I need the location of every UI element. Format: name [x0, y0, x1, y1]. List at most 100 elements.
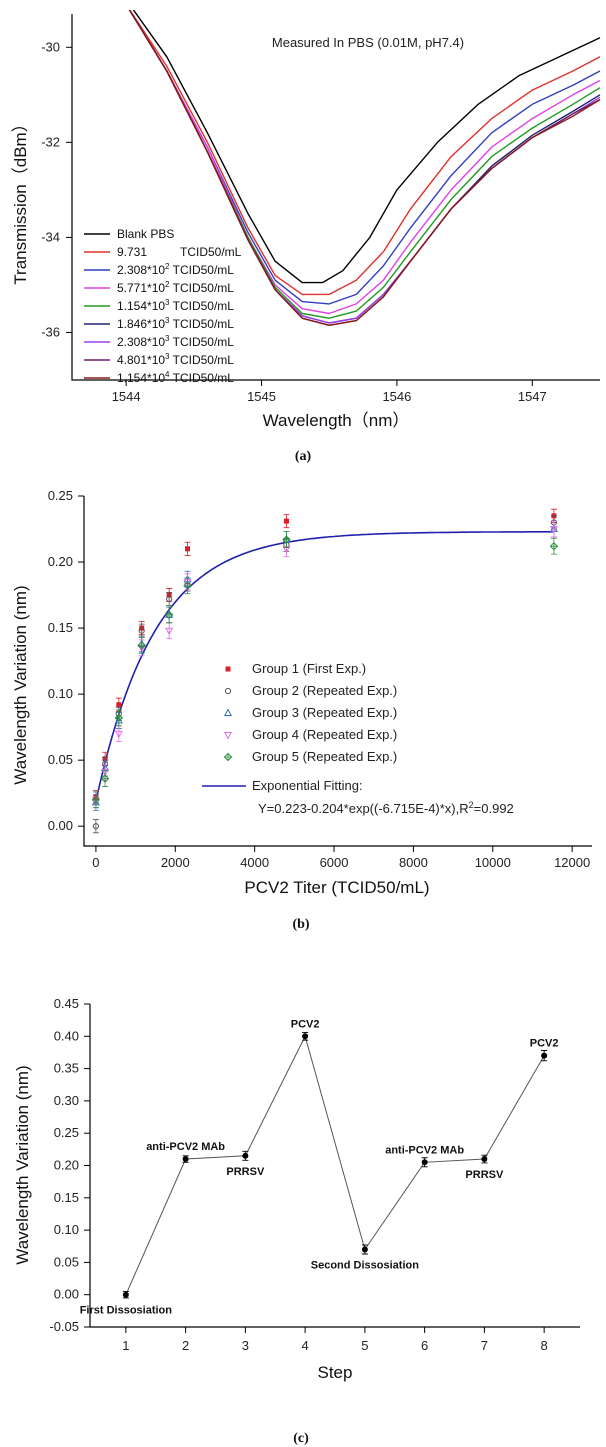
chart-c-data-point — [242, 1152, 249, 1159]
chart-a-x-tick-label: 1547 — [518, 389, 547, 404]
chart-b-y-tick-label: 0.00 — [48, 818, 73, 833]
chart-a-legend-label: 1.846*103 TCID50/mL — [117, 316, 234, 331]
chart-b-x-tick-label: 2000 — [161, 855, 190, 870]
chart-a-x-tick-label: 1545 — [247, 389, 276, 404]
chart-c-y-tick-label: 0.20 — [54, 1158, 79, 1173]
chart-a-axis-frame — [71, 14, 600, 381]
chart-b-legend-label: Group 2 (Repeated Exp.) — [252, 683, 397, 698]
chart-b-data-point — [138, 627, 145, 634]
chart-c-annotation: First Dissosiation — [80, 1305, 173, 1317]
chart-c-data-point — [481, 1156, 488, 1163]
chart-b-x-tick-label: 4000 — [240, 855, 269, 870]
chart-b-x-tick-label: 10000 — [475, 855, 511, 870]
chart-b-data-point — [137, 641, 146, 650]
chart-c-y-tick-label: 0.00 — [54, 1287, 79, 1302]
chart-b-fit-equation: Y=0.223-0.204*exp((-6.715E-4)*x),R2=0.99… — [258, 800, 514, 816]
chart-b-legend-label: Group 4 (Repeated Exp.) — [252, 727, 397, 742]
chart-b-legend-marker — [223, 708, 233, 716]
chart-b-data-point — [282, 535, 291, 544]
chart-b-marker-cross — [550, 542, 558, 550]
chart-b-plot-area: 0.00 0.05 0.10 0.15 0.20 0.25 0 2000 4000 6000 80… — [48, 490, 592, 870]
chart-b-data-point — [116, 702, 122, 708]
chart-a-series-line — [128, 10, 601, 326]
chart-a-series-line — [128, 10, 601, 296]
chart-b-data-point — [166, 595, 173, 603]
chart-b-data-point — [114, 713, 124, 723]
chart-c-data-point — [182, 1156, 189, 1163]
chart-b-data-point — [101, 769, 110, 777]
chart-c-x-tick-label: 7 — [481, 1338, 488, 1353]
chart-b-marker-shape — [137, 641, 146, 650]
chart-b-marker-cross — [138, 641, 146, 649]
chart-b-data-point — [283, 518, 289, 524]
chart-b-x-tick-label: 8000 — [399, 855, 428, 870]
chart-a-y-tick-label: -34 — [41, 229, 60, 244]
chart-b-marker-cross — [224, 753, 232, 761]
chart-a-y-tick-label: -32 — [41, 134, 60, 149]
chart-b-x-tick-label: 6000 — [320, 855, 349, 870]
chart-b-y-tick-label: 0.25 — [48, 490, 73, 503]
chart-a-legend-label: 1.154*103 TCID50/mL — [117, 298, 234, 313]
chart-c-x-tick-label: 3 — [242, 1338, 249, 1353]
chart-c-axis-frame — [89, 1004, 580, 1328]
chart-b-legend-marker — [224, 687, 232, 695]
chart-b-y-tick-label: 0.15 — [48, 620, 73, 635]
chart-a-x-tick-label: 1544 — [112, 389, 141, 404]
chart-b: 0.00 0.05 0.10 0.15 0.20 0.25 0 2000 4000 6000 80… — [11, 490, 592, 932]
chart-b-marker-cross — [184, 582, 192, 590]
chart-c-x-tick-label: 6 — [421, 1338, 428, 1353]
chart-c-x-tick-label: 1 — [122, 1338, 129, 1353]
chart-a-series-line — [128, 10, 601, 315]
chart-c-x-axis-title: Step — [318, 1363, 353, 1382]
chart-a-subfigure-label: (a) — [295, 449, 312, 464]
chart-c-annotation: PCV2 — [291, 1018, 320, 1030]
chart-c-y-tick-label: 0.15 — [54, 1190, 79, 1205]
chart-c-y-tick-label: 0.30 — [54, 1093, 79, 1108]
chart-b-error-bar — [550, 520, 557, 538]
chart-b-legend-marker — [223, 732, 233, 740]
chart-c-y-tick-label: 0.45 — [54, 996, 79, 1011]
chart-c-annotation: PCV2 — [530, 1038, 559, 1050]
chart-b-data-point — [185, 546, 191, 552]
chart-c-y-tick-label: 0.35 — [54, 1061, 79, 1076]
chart-c-y-axis-title: Wavelength Variation (nm) — [13, 1065, 32, 1264]
chart-b-data-point — [91, 795, 101, 804]
chart-c-series-line — [125, 1034, 545, 1295]
chart-b-y-axis-title: Wavelength Variation (nm) — [11, 585, 30, 784]
chart-c-annotation: anti-PCV2 MAb — [146, 1141, 225, 1153]
chart-a-legend-label: 1.154*104 TCID50/mL — [117, 370, 234, 385]
chart-a-y-axis-title: Transmission（dBm） — [11, 115, 30, 284]
chart-c-y-tick-label: 0.40 — [54, 1028, 79, 1043]
chart-c-data-point — [122, 1291, 129, 1298]
chart-a-legend: Blank PBS 9.731 TCID50/mL 2.308*102 TCID50/… — [84, 227, 242, 385]
chart-c-annotation: PRRSV — [465, 1169, 504, 1181]
chart-c-x-tick-label: 5 — [361, 1338, 368, 1353]
chart-c-annotation: Second Dissosiation — [311, 1259, 419, 1271]
chart-b-x-tick-label: 0 — [92, 855, 99, 870]
chart-b-legend-fit-label: Exponential Fitting: — [252, 778, 363, 793]
chart-b-data-point — [549, 541, 559, 551]
chart-b-y-tick-label: 0.05 — [48, 752, 73, 767]
chart-b-x-axis-title: PCV2 Titer (TCID50/mL) — [244, 878, 429, 897]
chart-b-marker-cross — [165, 611, 173, 619]
chart-c-x-tick-label: 8 — [541, 1338, 548, 1353]
chart-b-data-point — [165, 627, 174, 636]
chart-b-legend-marker — [225, 666, 231, 672]
chart-b-error-bar — [92, 819, 99, 834]
chart-c-data-point — [361, 1246, 368, 1253]
chart-c-plot-area: -0.05 0.00 0.05 0.10 0.15 0.20 0.25 0.30 0.35 0.4… — [49, 996, 580, 1353]
chart-a-plot-area: -30 -32 -34 -36 1544 1545 1546 1547 — [41, 10, 601, 404]
chart-b-x-tick-label: 12000 — [554, 855, 590, 870]
chart-a-series-line — [132, 10, 601, 284]
chart-c-y-tick-label: 0.05 — [54, 1254, 79, 1269]
chart-a-x-axis-title: Wavelength（nm） — [263, 411, 410, 430]
chart-b-marker-cross — [282, 536, 290, 544]
chart-a-legend-label: 5.771*102 TCID50/mL — [117, 280, 234, 295]
chart-a-y-tick-label: -36 — [41, 324, 60, 339]
chart-c-y-tick-label: -0.05 — [49, 1319, 79, 1334]
chart-b-data-point — [114, 730, 123, 739]
chart-b-axis-frame — [83, 496, 592, 847]
chart-b-legend-marker — [223, 752, 233, 762]
chart-c-data-point — [421, 1159, 428, 1166]
chart-c-y-tick-label: 0.25 — [54, 1125, 79, 1140]
